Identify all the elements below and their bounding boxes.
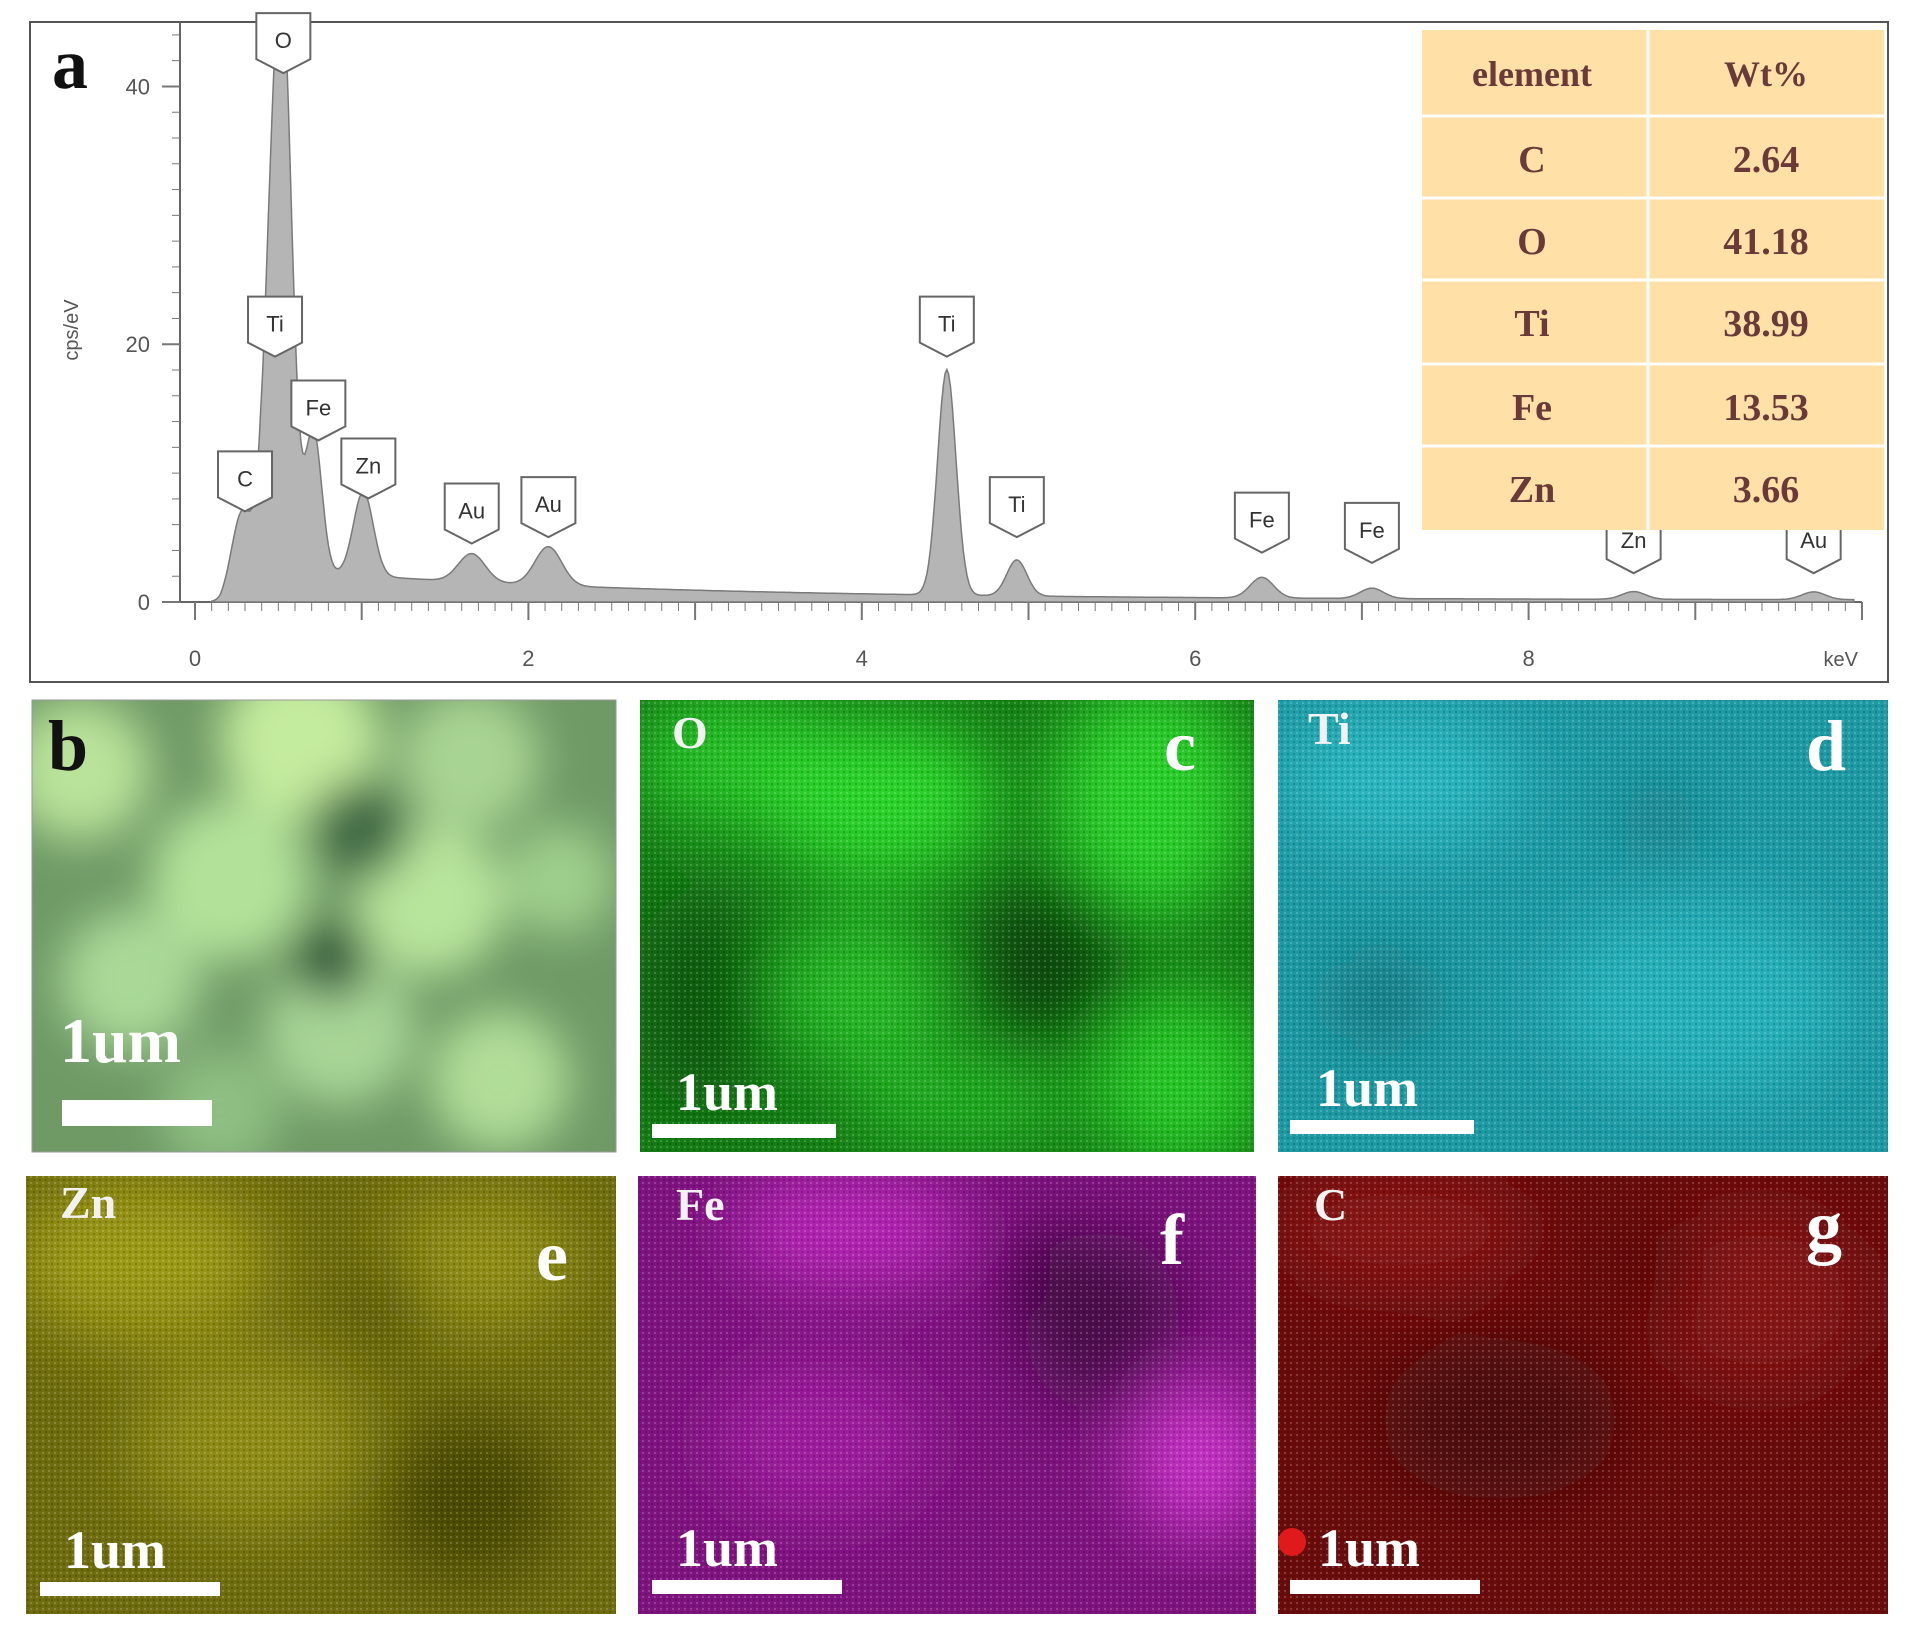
- panel-d-scale-bar: [1290, 1120, 1474, 1134]
- panel-e-element: Zn: [60, 1177, 116, 1228]
- panel-c-scale-bar: [652, 1124, 836, 1138]
- svg-text:Ti: Ti: [1008, 492, 1026, 517]
- panel-b-letter: b: [48, 706, 88, 786]
- table-cell-wt: 2.64: [1733, 139, 1800, 181]
- peak-label: Fe: [290, 379, 347, 442]
- table-cell-element: C: [1518, 139, 1545, 181]
- composition-table: element Wt% C 2.64 O 41.18 Ti 38.99 Fe 1…: [1422, 30, 1884, 530]
- table-cell-element: Ti: [1514, 303, 1549, 345]
- y-axis-label: cps/eV: [61, 299, 83, 361]
- table-cell-wt: 3.66: [1733, 469, 1800, 511]
- peak-label: Au: [443, 482, 500, 545]
- panel-g: C g 1um: [1278, 1176, 1888, 1614]
- table-cell-element: O: [1517, 221, 1547, 263]
- svg-text:Au: Au: [1800, 528, 1827, 553]
- panel-c-element: O: [672, 707, 708, 758]
- svg-text:C: C: [237, 466, 253, 491]
- panel-d-letter: d: [1806, 706, 1846, 786]
- peak-label: Zn: [340, 437, 397, 500]
- svg-text:Ti: Ti: [266, 312, 284, 337]
- panel-f-letter: f: [1160, 1200, 1185, 1280]
- panel-c-letter: c: [1164, 706, 1196, 786]
- panel-c-scale-label: 1um: [676, 1062, 778, 1122]
- panel-e-scale-label: 1um: [64, 1520, 166, 1580]
- table-cell-wt: 38.99: [1723, 303, 1809, 345]
- table-header-wt: Wt%: [1724, 54, 1808, 94]
- spectrum-area: [210, 21, 1855, 603]
- peak-label: C: [217, 450, 274, 513]
- axis-ticks: [162, 34, 1863, 620]
- panel-b: b 1um: [31, 699, 617, 1153]
- svg-text:Au: Au: [535, 492, 562, 517]
- table-cell-element: Zn: [1509, 469, 1555, 511]
- panel-g-scale-bar: [1290, 1580, 1480, 1594]
- panel-d: Ti d 1um: [1278, 700, 1888, 1152]
- peak-label: Fe: [1343, 501, 1400, 565]
- svg-text:O: O: [275, 28, 292, 53]
- panel-g-element: C: [1314, 1179, 1347, 1230]
- svg-text:Fe: Fe: [1249, 508, 1275, 533]
- peak-labels: O Ti Fe C Zn Au Au Ti Ti Fe Fe Zn Au: [217, 12, 1842, 575]
- table-cell-wt: 41.18: [1723, 221, 1809, 263]
- x-tick-label: 6: [1189, 646, 1201, 671]
- table-cell-element: Fe: [1512, 387, 1552, 429]
- x-axis-unit: keV: [1824, 649, 1859, 671]
- panel-a: a cps/eV 0 20 40 0 2 4 6 8 keV O Ti Fe C Zn Au Au Ti T…: [29, 12, 1889, 683]
- panel-d-scale-label: 1um: [1316, 1058, 1418, 1118]
- table-header-element: element: [1472, 54, 1592, 94]
- panel-c: O c 1um: [640, 700, 1254, 1152]
- panel-g-letter: g: [1806, 1186, 1842, 1266]
- x-tick-label: 8: [1522, 646, 1534, 671]
- panel-e: Zn e 1um: [26, 1176, 616, 1614]
- panel-f: Fe f 1um: [638, 1176, 1256, 1614]
- svg-text:Zn: Zn: [1621, 528, 1647, 553]
- panel-d-element: Ti: [1308, 703, 1351, 754]
- panel-b-scale-label: 1um: [60, 1005, 181, 1076]
- panel-g-scale-label: 1um: [1318, 1518, 1420, 1578]
- panel-e-scale-bar: [40, 1582, 220, 1596]
- y-tick-label: 0: [138, 590, 150, 615]
- panel-a-letter: a: [52, 24, 88, 104]
- x-tick-label: 2: [522, 646, 534, 671]
- panel-f-scale-label: 1um: [676, 1518, 778, 1578]
- peak-label: Au: [520, 476, 577, 539]
- peak-label: Ti: [918, 295, 975, 358]
- panel-f-element: Fe: [676, 1179, 725, 1230]
- y-tick-label: 20: [126, 332, 150, 357]
- svg-text:Fe: Fe: [306, 395, 332, 420]
- panel-b-scale-bar: [62, 1100, 212, 1126]
- x-tick-label: 4: [856, 646, 868, 671]
- svg-text:Ti: Ti: [938, 312, 956, 337]
- svg-text:Zn: Zn: [356, 453, 382, 478]
- svg-text:Fe: Fe: [1359, 518, 1385, 543]
- x-tick-label: 0: [189, 646, 201, 671]
- x-tick-labels: 0 2 4 6 8: [189, 646, 1535, 671]
- peak-label: Ti: [247, 295, 304, 358]
- table-cell-wt: 13.53: [1723, 387, 1809, 429]
- panel-e-letter: e: [536, 1216, 568, 1296]
- y-tick-label: 40: [126, 74, 150, 99]
- peak-label: O: [255, 12, 312, 75]
- peak-label: Fe: [1233, 491, 1290, 554]
- svg-text:Au: Au: [458, 499, 485, 524]
- peak-label: Ti: [988, 476, 1045, 539]
- y-tick-labels: 0 20 40: [126, 74, 150, 615]
- panel-f-scale-bar: [652, 1580, 842, 1594]
